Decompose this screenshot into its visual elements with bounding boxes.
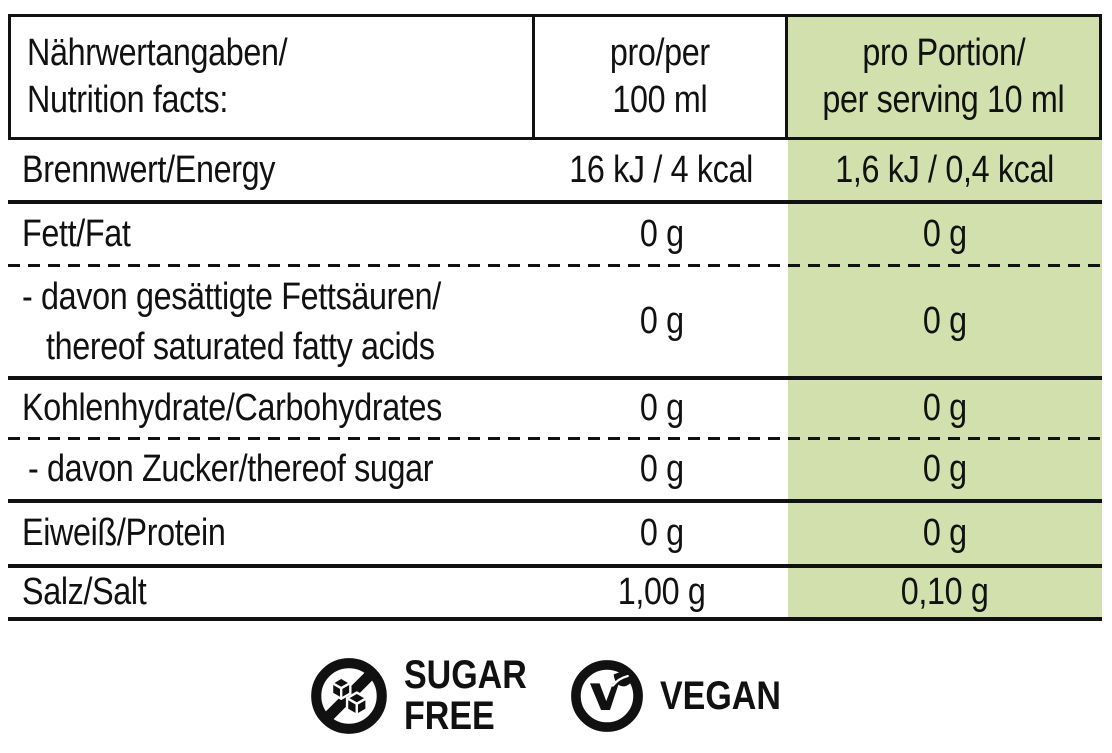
table-row-energy: Brennwert/Energy 16 kJ / 4 kcal 1,6 kJ /… bbox=[8, 140, 1102, 200]
row-divider-solid bbox=[8, 564, 1102, 568]
row-label: Fett/Fat bbox=[22, 212, 131, 255]
row-value-per-100ml: 0 g bbox=[639, 387, 684, 429]
row-value-per-serving: 0 g bbox=[923, 387, 967, 429]
header-per-serving: pro Portion/ per serving 10 ml bbox=[788, 14, 1102, 140]
nutrition-facts-table: Nährwertangaben/ Nutrition facts: pro/pe… bbox=[8, 14, 1102, 621]
row-value-per-serving: 0 g bbox=[923, 448, 967, 490]
no-sugar-cubes-icon bbox=[311, 658, 387, 734]
header-serving-line1: pro Portion/ bbox=[862, 32, 1025, 74]
row-value-per-serving: 0 g bbox=[923, 300, 967, 342]
table-header-row: Nährwertangaben/ Nutrition facts: pro/pe… bbox=[8, 14, 1102, 140]
sugar-free-label-line1: SUGAR bbox=[404, 653, 527, 697]
vegan-label: VEGAN bbox=[660, 673, 782, 718]
table-row-fat: Fett/Fat 0 g 0 g bbox=[8, 204, 1102, 264]
row-value-per-serving: 0 g bbox=[923, 212, 967, 255]
sugar-free-label-line2: FREE bbox=[404, 694, 495, 738]
row-divider-solid bbox=[8, 376, 1102, 380]
header-per-100ml: pro/per 100 ml bbox=[535, 14, 788, 140]
row-value-per-100ml: 0 g bbox=[639, 448, 684, 490]
header-serving-line2: per serving 10 ml bbox=[822, 79, 1065, 121]
serving-column-highlight bbox=[788, 140, 1102, 621]
row-label: Brennwert/Energy bbox=[22, 148, 276, 191]
sugar-free-badge: SUGAR FREE bbox=[310, 655, 548, 737]
row-value-per-100ml: 1,00 g bbox=[617, 571, 706, 613]
row-label: Salz/Salt bbox=[22, 571, 147, 613]
table-row-protein: Eiweiß/Protein 0 g 0 g bbox=[8, 503, 1102, 564]
row-value-per-serving: 0 g bbox=[923, 512, 967, 554]
header-per100-line1: pro/per bbox=[610, 32, 710, 74]
row-value-per-100ml: 0 g bbox=[639, 300, 684, 342]
row-divider-dashed bbox=[8, 437, 1102, 440]
header-per100-line2: 100 ml bbox=[612, 79, 708, 121]
row-divider-dashed bbox=[8, 264, 1102, 267]
table-row-carbohydrates: Kohlenhydrate/Carbohydrates 0 g 0 g bbox=[8, 380, 1102, 437]
row-value-per-serving: 0,10 g bbox=[901, 571, 989, 613]
row-value-per-100ml: 0 g bbox=[639, 212, 684, 255]
table-body: Brennwert/Energy 16 kJ / 4 kcal 1,6 kJ /… bbox=[8, 140, 1102, 621]
claim-badges: SUGAR FREE VEGAN bbox=[310, 655, 1112, 737]
row-value-per-100ml: 16 kJ / 4 kcal bbox=[569, 148, 754, 191]
table-row-sugar: - davon Zucker/thereof sugar 0 g 0 g bbox=[8, 440, 1102, 499]
row-label: Kohlenhydrate/Carbohydrates bbox=[22, 387, 442, 429]
header-nutrition-facts: Nährwertangaben/ Nutrition facts: bbox=[8, 14, 535, 140]
row-label-line1: - davon gesättigte Fettsäuren/ bbox=[22, 275, 441, 318]
table-row-saturated-fat: - davon gesättigte Fettsäuren/ thereof s… bbox=[8, 267, 1102, 376]
table-bottom-border bbox=[8, 617, 1102, 621]
sugar-free-label: SUGAR FREE bbox=[404, 655, 548, 737]
row-value-per-100ml: 0 g bbox=[639, 512, 684, 554]
row-label-line2: thereof saturated fatty acids bbox=[46, 325, 435, 368]
vegan-badge: VEGAN bbox=[570, 659, 802, 733]
header-title-line1: Nährwertangaben/ bbox=[27, 32, 288, 74]
row-divider-solid bbox=[8, 200, 1102, 204]
header-title-line2: Nutrition facts: bbox=[27, 79, 228, 121]
vegan-v-leaf-icon bbox=[571, 660, 644, 732]
row-label: - davon Zucker/thereof sugar bbox=[28, 448, 434, 490]
row-label: Eiweiß/Protein bbox=[22, 512, 226, 554]
row-divider-solid bbox=[8, 499, 1102, 503]
table-row-salt: Salz/Salt 1,00 g 0,10 g bbox=[8, 568, 1102, 617]
row-value-per-serving: 1,6 kJ / 0,4 kcal bbox=[835, 148, 1055, 191]
